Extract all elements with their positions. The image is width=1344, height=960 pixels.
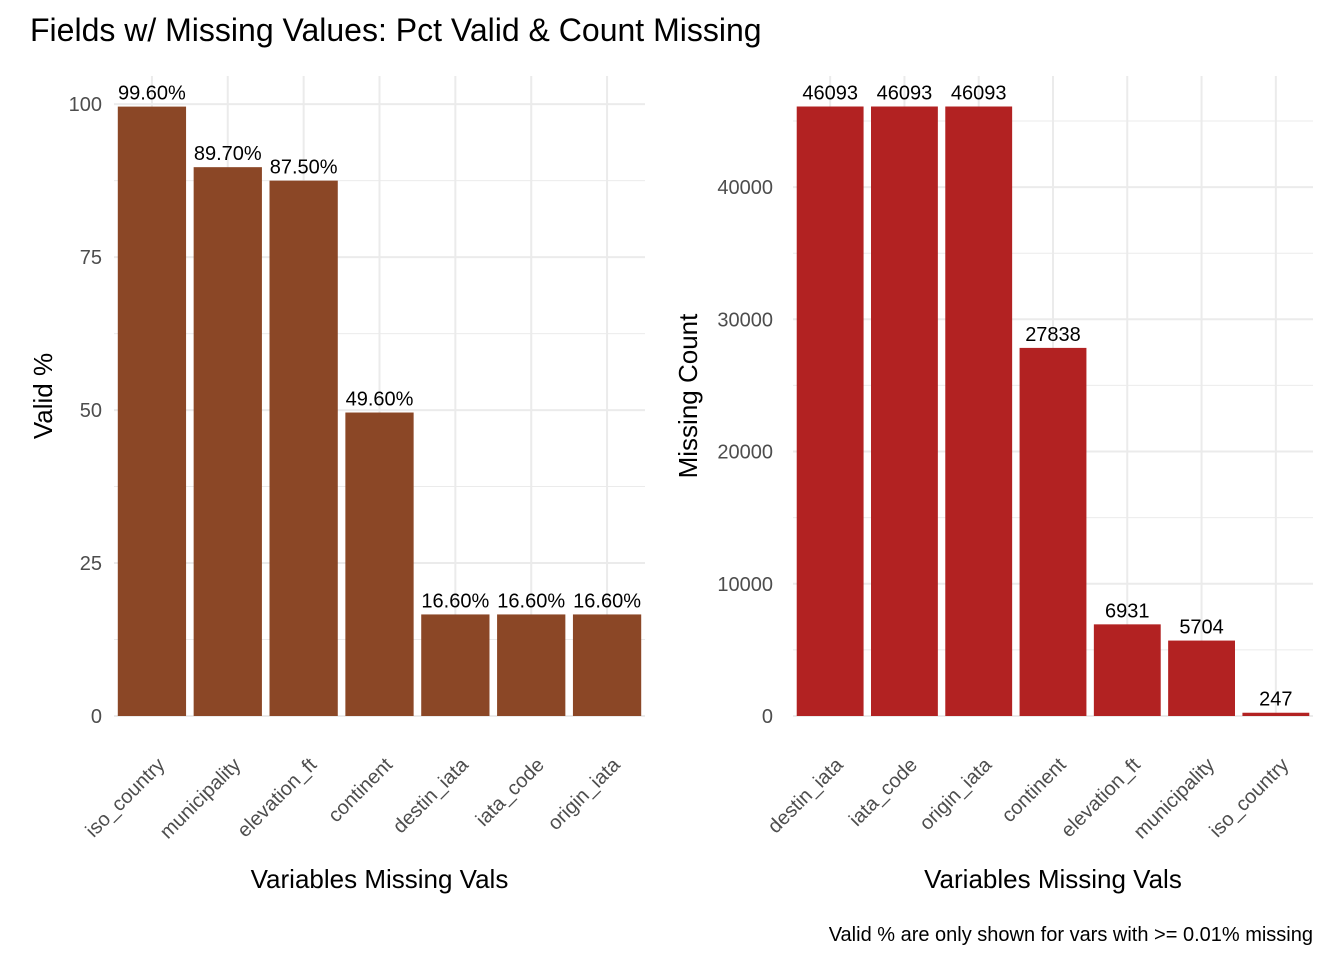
right-data-label-iata_code: 46093 — [877, 83, 933, 105]
right-bar-continent — [1019, 347, 1087, 716]
right-y-tick-label: 10000 — [717, 574, 773, 596]
right-chart-missing-count: 46093 46093 46093 27838 6931 5704 247 0 10000 20… — [673, 76, 1313, 894]
right-data-label-destin_iata: 46093 — [802, 83, 858, 105]
right-bar-municipality — [1168, 640, 1235, 716]
left-x-axis-label: Variables Missing Vals — [251, 864, 509, 894]
figure-title: Fields w/ Missing Values: Pct Valid & Co… — [30, 12, 762, 48]
left-data-label-iata_code: 16.60% — [497, 590, 565, 612]
left-y-axis-label: Valid % — [28, 353, 58, 439]
right-bar-origin_iata — [945, 106, 1013, 716]
left-bar-iata_code — [497, 614, 566, 716]
left-bar-iso_country — [117, 106, 187, 717]
left-y-tick-label: 75 — [80, 247, 102, 269]
right-y-tick-label: 0 — [762, 706, 773, 728]
right-bar-iata_code — [871, 106, 938, 716]
left-data-label-iso_country: 99.60% — [118, 83, 186, 105]
right-bar-destin_iata — [796, 106, 864, 716]
right-y-axis-label: Missing Count — [673, 313, 703, 479]
right-x-tick-label-iso_country: iso_country — [1206, 754, 1294, 842]
left-y-tick-label: 0 — [91, 706, 102, 728]
right-y-tick-label: 20000 — [717, 442, 773, 464]
left-bar-elevation_ft — [269, 180, 338, 717]
left-x-tick-label-continent: continent — [324, 754, 397, 827]
left-y-tick-label: 50 — [80, 400, 102, 422]
right-x-tick-label-origin_iata: origin_iata — [915, 753, 996, 834]
left-data-label-municipality: 89.70% — [194, 143, 262, 165]
left-x-tick-label-elevation_ft: elevation_ft — [233, 754, 321, 842]
left-x-tick-label-municipality: municipality — [156, 754, 245, 843]
left-x-tick-label-iata_code: iata_code — [472, 754, 549, 831]
right-y-tick-label: 30000 — [717, 309, 773, 331]
left-data-label-continent: 49.60% — [346, 389, 414, 411]
left-y-tick-labels: 0 25 50 75 100 — [69, 94, 102, 728]
left-bars — [117, 106, 642, 717]
right-bar-iso_country — [1242, 712, 1310, 716]
right-x-axis-label: Variables Missing Vals — [924, 864, 1182, 894]
right-x-tick-label-municipality: municipality — [1130, 754, 1219, 843]
left-bar-origin_iata — [572, 614, 642, 716]
right-y-tick-label: 40000 — [717, 177, 773, 199]
right-data-labels: 46093 46093 46093 27838 6931 5704 247 — [802, 83, 1292, 711]
left-bar-municipality — [193, 167, 262, 716]
right-x-tick-label-iata_code: iata_code — [845, 754, 922, 831]
left-x-tick-label-destin_iata: destin_iata — [389, 753, 474, 838]
left-data-label-elevation_ft: 87.50% — [270, 157, 338, 179]
right-x-tick-label-continent: continent — [998, 754, 1071, 827]
right-data-label-elevation_ft: 6931 — [1105, 600, 1150, 622]
left-y-tick-label: 100 — [69, 94, 102, 116]
left-data-labels: 99.60% 89.70% 87.50% 49.60% 16.60% 16.60% 16.6… — [118, 83, 641, 613]
right-bars — [796, 106, 1310, 716]
right-data-label-continent: 27838 — [1025, 324, 1081, 346]
left-bar-continent — [345, 412, 414, 716]
right-x-tick-label-destin_iata: destin_iata — [764, 753, 849, 838]
right-data-label-municipality: 5704 — [1179, 617, 1224, 639]
left-data-label-origin_iata: 16.60% — [573, 590, 641, 612]
left-bar-destin_iata — [421, 614, 490, 716]
left-y-tick-label: 25 — [80, 553, 102, 575]
right-data-label-origin_iata: 46093 — [951, 83, 1007, 105]
right-data-label-iso_country: 247 — [1259, 689, 1292, 711]
right-bar-elevation_ft — [1093, 624, 1161, 716]
left-data-label-destin_iata: 16.60% — [421, 590, 489, 612]
right-y-tick-labels: 0 10000 20000 30000 40000 — [717, 177, 773, 728]
left-x-tick-label-origin_iata: origin_iata — [544, 753, 625, 834]
left-chart-valid-pct: 99.60% 89.70% 87.50% 49.60% 16.60% 16.60% 16.6… — [28, 76, 645, 894]
figure-caption: Valid % are only shown for vars with >= … — [829, 924, 1313, 946]
